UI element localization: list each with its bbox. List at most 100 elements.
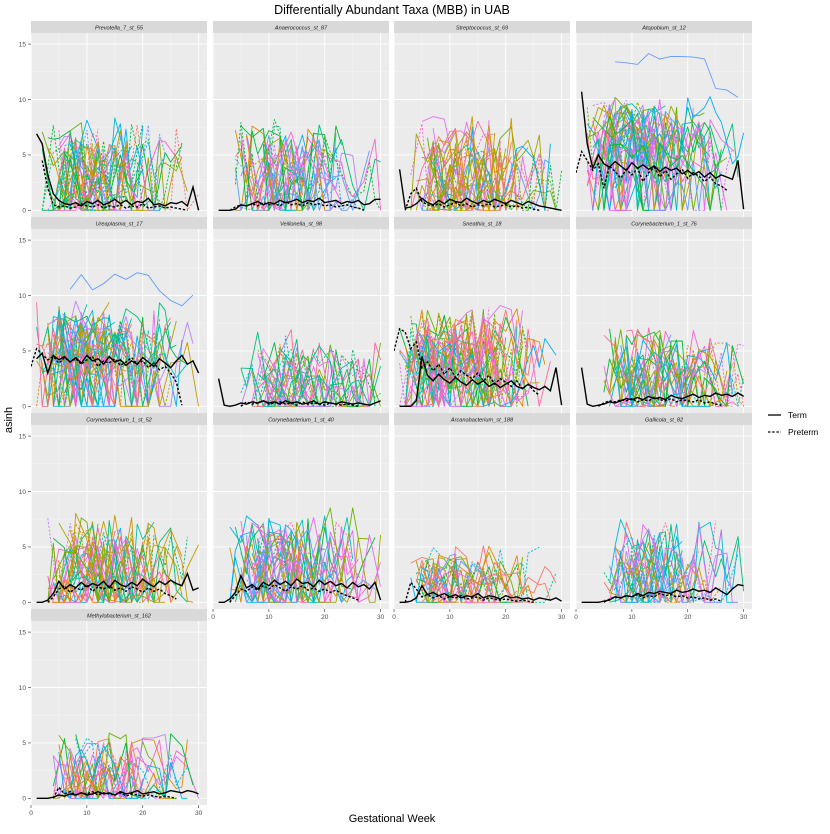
facet-panels: Prevotella_7_st_55 0 5 10 15 Anaerococcus_st_… [19, 21, 752, 817]
facet-panel: Prevotella_7_st_55 0 5 10 15 [19, 21, 207, 217]
individual-trace [75, 737, 166, 799]
individual-trace [246, 527, 292, 595]
x-tick-label: 10 [265, 614, 273, 621]
y-tick-label: 0 [22, 208, 26, 215]
facet-strip-label: Corynebacterium_1_st_40 [268, 418, 334, 424]
facet-strip-label: Methylobacterium_st_162 [87, 614, 152, 620]
individual-trace [64, 320, 138, 407]
individual-trace [246, 135, 275, 211]
individual-traces [410, 116, 563, 211]
mean-lines [36, 571, 199, 603]
x-tick-label: 10 [83, 810, 91, 817]
facet-panel: Veillonella_st_98 [212, 217, 389, 413]
x-tick-label: 30 [377, 614, 385, 621]
mean-lines [580, 367, 744, 408]
y-tick-label: 15 [19, 41, 27, 48]
x-tick-label: 30 [195, 810, 203, 817]
individual-trace [64, 339, 99, 407]
individual-traces [41, 117, 199, 211]
individual-trace [58, 321, 121, 407]
x-tick-label: 10 [446, 614, 454, 621]
individual-trace [404, 334, 512, 407]
preterm-mean-line [229, 200, 365, 211]
individual-trace [603, 98, 672, 211]
individual-trace [69, 145, 127, 201]
y-tick-label: 10 [19, 685, 27, 692]
x-tick-label: 20 [502, 614, 510, 621]
individual-trace [592, 99, 655, 211]
individual-trace [597, 108, 694, 211]
individual-trace [268, 355, 365, 407]
mean-lines [218, 197, 381, 212]
individual-trace [421, 564, 557, 603]
individual-trace [53, 151, 144, 211]
individual-trace [438, 116, 518, 211]
term-mean-line [218, 573, 382, 603]
individual-trace [262, 124, 381, 211]
facet-panel: Corynebacterium_1_st_52 0 5 10 15 [19, 413, 207, 609]
individual-trace [69, 531, 188, 603]
mean-lines [217, 378, 381, 408]
individual-trace [614, 528, 678, 603]
individual-trace [58, 541, 166, 603]
x-tick-label: 0 [29, 810, 33, 817]
individual-trace [625, 533, 683, 603]
individual-trace [58, 322, 138, 407]
y-tick-label: 5 [22, 348, 26, 355]
individual-trace [404, 321, 507, 407]
individual-trace [52, 522, 155, 603]
individual-trace [427, 153, 456, 197]
individual-trace [262, 342, 376, 407]
preterm-mean-line [31, 347, 183, 406]
facet-panel: Corynebacterium_1_st_76 [575, 217, 752, 413]
facet-strip [31, 217, 207, 229]
term-mean-line [399, 584, 562, 603]
individual-trace [246, 144, 342, 211]
x-tick-label: 20 [321, 614, 329, 621]
individual-trace [620, 351, 711, 407]
individual-trace [251, 348, 365, 407]
individual-trace [69, 750, 166, 799]
x-tick-label: 30 [740, 614, 748, 621]
individual-trace [603, 521, 655, 593]
facet-strip-label: Sneathia_st_18 [463, 222, 503, 228]
individual-trace [609, 519, 739, 590]
individual-trace [614, 330, 694, 392]
individual-trace [240, 549, 297, 603]
individual-trace [64, 141, 166, 211]
facet-strip-label: Anaerococcus_st_87 [274, 26, 328, 32]
individual-trace [257, 139, 342, 211]
individual-trace [246, 131, 331, 211]
y-tick-label: 5 [22, 544, 26, 551]
mean-lines [576, 91, 745, 210]
individual-trace [615, 127, 650, 211]
individual-trace [240, 515, 337, 603]
mean-lines [36, 786, 199, 799]
facet-strip-label: Corynebacterium_1_st_52 [86, 418, 152, 424]
mean-lines [398, 169, 562, 211]
mean-lines [399, 580, 562, 603]
individual-trace [433, 143, 484, 211]
y-tick-label: 15 [19, 237, 27, 244]
facet-strip [576, 217, 752, 229]
individual-trace [415, 132, 496, 211]
individual-trace [246, 535, 281, 603]
individual-trace [614, 127, 650, 211]
individual-traces [240, 329, 382, 407]
individual-trace [257, 507, 370, 603]
x-tick-label: 0 [574, 614, 578, 621]
individual-trace [257, 528, 376, 603]
individual-trace [64, 329, 110, 407]
individual-trace [64, 156, 155, 211]
individual-trace [69, 520, 188, 603]
individual-traces [603, 327, 745, 407]
individual-trace [410, 123, 495, 211]
facet-strip [31, 609, 207, 621]
mean-lines [31, 347, 200, 406]
facet-panel: Arcanobacterium_st_188 0 10 20 30 [392, 413, 570, 621]
individual-trace [47, 560, 172, 603]
y-tick-label: 10 [19, 489, 27, 496]
mean-lines [581, 583, 744, 603]
term-mean-line [36, 789, 199, 799]
individual-trace [58, 512, 183, 603]
